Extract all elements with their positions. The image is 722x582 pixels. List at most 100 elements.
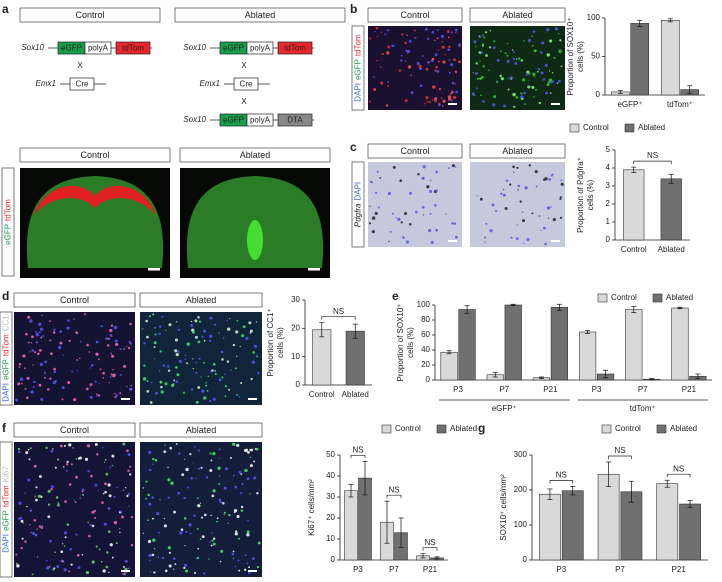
cell <box>161 556 165 560</box>
cell <box>482 100 485 103</box>
cell <box>121 573 124 575</box>
x-tick-label: tdTom⁺ <box>667 100 693 109</box>
cell <box>159 499 161 501</box>
y-tick-label: 60 <box>421 330 430 339</box>
cell <box>195 361 198 364</box>
cell <box>91 524 95 528</box>
cell <box>110 352 113 355</box>
cell <box>165 329 167 332</box>
cell <box>154 333 157 336</box>
cell <box>205 476 209 479</box>
cell <box>66 326 70 330</box>
cell <box>190 388 194 391</box>
cell <box>168 564 172 568</box>
cell <box>434 69 437 72</box>
y-axis-label: Proportion of SOX10⁺ <box>396 303 405 381</box>
cell <box>503 104 507 108</box>
construct-part <box>69 77 95 91</box>
cell <box>234 565 237 568</box>
cell <box>146 380 149 383</box>
cell <box>421 55 424 58</box>
cell <box>211 539 214 542</box>
cell <box>168 323 172 327</box>
cell <box>231 552 235 556</box>
bar <box>660 178 682 241</box>
panel-label: a <box>2 2 9 16</box>
cell <box>547 81 551 84</box>
cell <box>73 499 75 501</box>
cell <box>556 82 559 85</box>
cell <box>124 487 127 489</box>
cell <box>389 230 392 233</box>
cell <box>255 321 258 323</box>
cell <box>198 467 201 470</box>
y-axis-label: Proportion of Pdgfra⁺ <box>576 157 585 233</box>
cell <box>421 176 425 180</box>
cell <box>41 314 43 317</box>
legend-swatch <box>652 293 663 303</box>
cell <box>60 550 64 554</box>
cell <box>505 179 509 182</box>
gene-name: Sox10 <box>183 115 206 124</box>
cell <box>190 323 194 327</box>
cell <box>154 458 158 462</box>
cell <box>386 51 390 55</box>
cell <box>545 91 549 95</box>
part-label: polyA <box>88 44 109 53</box>
cell <box>190 476 193 480</box>
cell <box>405 60 407 62</box>
cell <box>473 40 477 44</box>
significance-bracket <box>386 494 402 499</box>
cell <box>183 566 186 569</box>
cell <box>520 95 524 99</box>
cell <box>548 78 553 82</box>
cell <box>22 354 26 358</box>
y-tick-label: 0 <box>606 235 611 244</box>
cell <box>97 358 100 361</box>
cell <box>106 344 110 347</box>
significance-bracket <box>350 454 366 459</box>
cell <box>16 564 20 568</box>
y-axis-label: SOX10⁺ cells/mm² <box>499 474 508 541</box>
cell <box>210 459 213 462</box>
cell <box>111 556 114 559</box>
cell <box>106 551 109 554</box>
cell <box>374 30 376 33</box>
cell <box>52 331 56 334</box>
cell <box>414 210 418 214</box>
cell <box>167 496 170 499</box>
cell <box>164 382 168 386</box>
cell <box>385 104 389 107</box>
cell <box>28 458 31 461</box>
cell <box>105 565 109 569</box>
cell <box>26 376 30 380</box>
cell <box>434 39 436 42</box>
cell <box>522 211 524 213</box>
stain-word: DAPI <box>2 534 11 553</box>
y-tick-label: 0 <box>596 90 601 99</box>
micrograph <box>368 162 462 247</box>
cell <box>185 467 189 472</box>
cell <box>110 324 114 327</box>
cell <box>65 463 69 466</box>
cell <box>506 43 509 45</box>
cell <box>515 96 519 99</box>
cell <box>107 507 111 510</box>
cell <box>249 331 252 334</box>
cell <box>38 331 41 334</box>
header-label: Control <box>60 295 89 305</box>
cell <box>35 486 38 489</box>
cell <box>114 392 116 395</box>
cell <box>75 475 79 479</box>
cell <box>257 489 259 491</box>
cell <box>149 401 153 404</box>
cell <box>448 71 451 74</box>
cell <box>76 369 79 372</box>
cell <box>115 542 118 545</box>
cell <box>426 37 430 40</box>
cell <box>151 517 154 520</box>
cell <box>517 184 521 188</box>
cell <box>53 370 57 374</box>
cell <box>229 456 232 459</box>
cell <box>61 386 65 390</box>
